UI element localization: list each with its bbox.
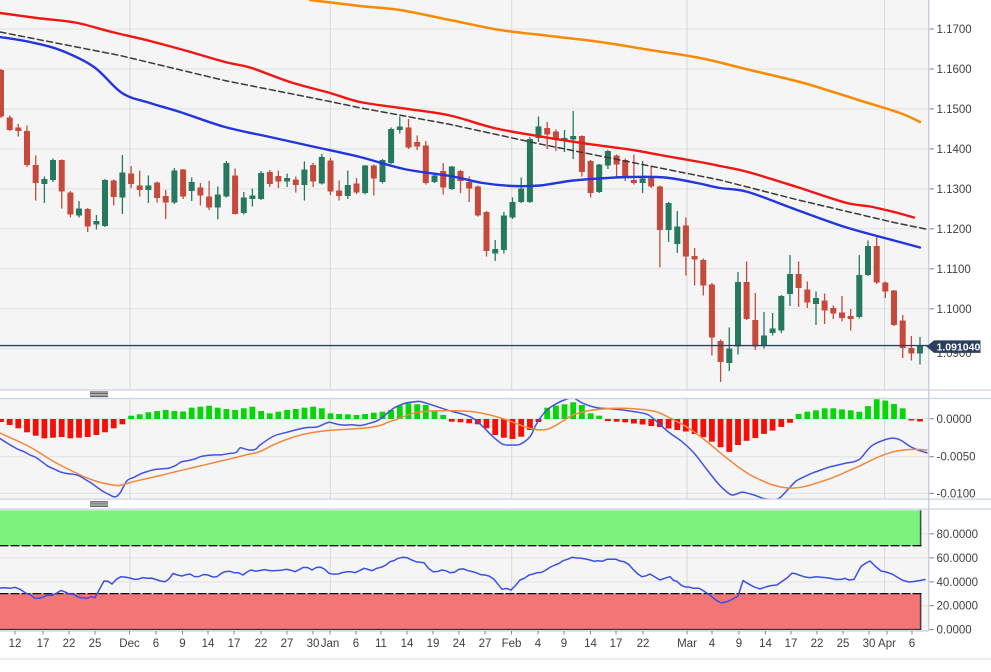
svg-text:Apr: Apr [878, 638, 896, 650]
svg-text:22: 22 [255, 638, 268, 650]
svg-text:6: 6 [153, 638, 159, 650]
svg-text:14: 14 [401, 638, 414, 650]
svg-text:30: 30 [307, 638, 320, 650]
svg-text:4: 4 [535, 638, 542, 650]
svg-text:17: 17 [785, 638, 798, 650]
svg-text:0.0000: 0.0000 [937, 625, 972, 637]
svg-text:27: 27 [281, 638, 294, 650]
svg-text:1.1700: 1.1700 [937, 24, 972, 36]
svg-text:25: 25 [89, 638, 102, 650]
svg-text:-0.0050: -0.0050 [937, 452, 976, 464]
svg-text:4: 4 [709, 638, 716, 650]
svg-text:9: 9 [736, 638, 742, 650]
svg-text:0.0000: 0.0000 [937, 414, 972, 426]
svg-text:17: 17 [610, 638, 623, 650]
svg-text:22: 22 [637, 638, 650, 650]
svg-text:1.1400: 1.1400 [937, 144, 972, 156]
svg-text:19: 19 [427, 638, 440, 650]
svg-text:Dec: Dec [119, 638, 140, 650]
svg-text:22: 22 [811, 638, 824, 650]
svg-text:80.0000: 80.0000 [937, 529, 979, 541]
svg-text:9: 9 [179, 638, 185, 650]
svg-text:-0.0100: -0.0100 [937, 488, 976, 500]
svg-text:1.1000: 1.1000 [937, 304, 972, 316]
svg-text:1.1100: 1.1100 [937, 264, 971, 276]
svg-text:14: 14 [584, 638, 597, 650]
svg-text:14: 14 [759, 638, 772, 650]
svg-text:60.0000: 60.0000 [937, 553, 979, 565]
svg-text:12: 12 [9, 638, 22, 650]
svg-text:30: 30 [863, 638, 876, 650]
svg-text:17: 17 [37, 638, 50, 650]
svg-text:Feb: Feb [502, 638, 522, 650]
svg-text:25: 25 [837, 638, 850, 650]
svg-text:1.1300: 1.1300 [937, 184, 972, 196]
svg-text:6: 6 [909, 638, 915, 650]
svg-text:1.1500: 1.1500 [937, 104, 972, 116]
svg-text:11: 11 [375, 638, 387, 650]
svg-text:17: 17 [228, 638, 241, 650]
svg-text:Mar: Mar [677, 638, 697, 650]
svg-text:40.0000: 40.0000 [937, 577, 979, 589]
svg-text:14: 14 [202, 638, 215, 650]
svg-text:24: 24 [453, 638, 466, 650]
svg-text:1.1200: 1.1200 [937, 224, 972, 236]
svg-text:1.1600: 1.1600 [937, 64, 972, 76]
svg-text:1.091040: 1.091040 [937, 342, 981, 354]
svg-text:9: 9 [561, 638, 567, 650]
svg-text:20.0000: 20.0000 [937, 601, 979, 613]
svg-text:22: 22 [63, 638, 76, 650]
svg-text:Jan: Jan [321, 638, 340, 650]
svg-text:6: 6 [353, 638, 359, 650]
svg-text:27: 27 [479, 638, 492, 650]
